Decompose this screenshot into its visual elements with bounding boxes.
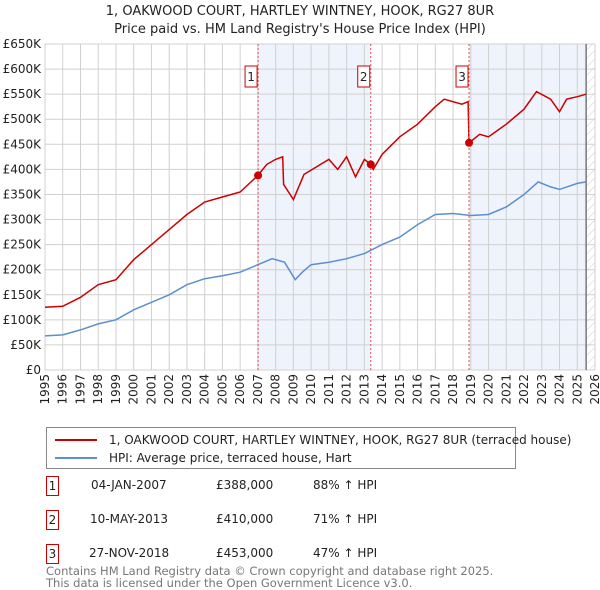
shaded-period-1	[258, 44, 371, 370]
footer-copyright: Contains HM Land Registry data © Crown c…	[46, 564, 494, 578]
x-tick-label: 2004	[198, 374, 212, 405]
sale-marker-label: 2	[46, 510, 59, 530]
x-tick-label: 2019	[464, 374, 478, 405]
x-tick-label: 2010	[304, 374, 318, 405]
y-tick-label: £550K	[3, 87, 43, 101]
y-tick-label: £150K	[3, 288, 43, 302]
chart-title: 1, OAKWOOD COURT, HARTLEY WINTNEY, HOOK,…	[105, 4, 495, 19]
red-line-swatch	[55, 439, 97, 441]
sale-marker-label: 3	[46, 544, 59, 564]
x-tick-label: 1997	[73, 374, 87, 405]
x-tick-label: 2012	[340, 374, 354, 405]
y-tick-label: £50K	[10, 338, 42, 352]
x-tick-label: 2016	[411, 374, 425, 405]
y-tick-label: £0	[26, 363, 41, 377]
x-tick-label: 1999	[109, 374, 123, 405]
future-hatch	[586, 44, 595, 370]
sale-price: £410,000	[216, 512, 274, 526]
price-chart: £0 £50K £100K £150K £200K £250K £300K £350K £400…	[3, 37, 600, 405]
x-tick-label: 2017	[428, 374, 442, 405]
x-tick-label: 2003	[180, 374, 194, 405]
x-tick-label: 2025	[570, 374, 584, 405]
x-tick-label: 2022	[517, 374, 531, 405]
x-tick-label: 2018	[446, 374, 460, 405]
sale-date: 27-NOV-2018	[89, 546, 170, 560]
x-tick-label: 2001	[144, 374, 158, 405]
sale-marker-label: 1	[46, 476, 59, 496]
y-tick-label: £650K	[3, 37, 43, 51]
sale-marker-label: 1	[247, 70, 255, 84]
series-line	[44, 90, 587, 309]
x-tick-label: 2011	[322, 374, 336, 405]
x-tick-label: 2024	[553, 374, 567, 405]
y-tick-label: £200K	[3, 263, 43, 277]
sale-marker-box	[244, 65, 258, 88]
y-tick-label: £600K	[3, 62, 43, 76]
sale-hpi-diff: 88% ↑ HPI	[313, 478, 378, 492]
y-tick-label: £300K	[3, 213, 43, 227]
x-tick-label: 1998	[91, 374, 105, 405]
y-tick-label: £250K	[3, 238, 43, 252]
chart-subtitle: Price paid vs. HM Land Registry's House …	[114, 22, 486, 37]
sale-marker-box	[455, 65, 469, 88]
x-tick-label: 2000	[127, 374, 141, 405]
series-line	[44, 181, 587, 337]
x-tick-label: 2015	[393, 374, 407, 405]
x-tick-label: 2021	[499, 374, 513, 405]
x-tick-label: 2007	[251, 374, 265, 405]
x-tick-label: 2002	[162, 374, 176, 405]
x-tick-label: 1996	[56, 374, 70, 405]
sale-price: £453,000	[216, 546, 274, 560]
y-tick-label: £100K	[3, 313, 43, 327]
x-tick-label: 2014	[375, 374, 389, 405]
sale-point	[465, 138, 474, 147]
sale-marker-box	[357, 65, 371, 88]
legend-item-property: 1, OAKWOOD COURT, HARTLEY WINTNEY, HOOK,…	[55, 431, 571, 449]
legend-label: HPI: Average price, terraced house, Hart	[109, 451, 352, 465]
blue-line-swatch	[55, 457, 97, 459]
legend-label: 1, OAKWOOD COURT, HARTLEY WINTNEY, HOOK,…	[109, 433, 572, 447]
x-tick-label: 1995	[38, 374, 52, 405]
sale-hpi-diff: 47% ↑ HPI	[313, 546, 378, 560]
x-tick-label: 2013	[357, 374, 371, 405]
sale-price: £388,000	[216, 478, 274, 492]
sale-date: 04-JAN-2007	[91, 478, 167, 492]
y-tick-label: £400K	[3, 162, 43, 176]
x-tick-label: 2020	[482, 374, 496, 405]
x-tick-label: 2008	[269, 374, 283, 405]
x-tick-label: 2009	[286, 374, 300, 405]
sale-point	[254, 171, 263, 180]
sale-date: 10-MAY-2013	[90, 512, 169, 526]
x-tick-label: 2026	[588, 374, 600, 405]
x-tick-label: 2005	[215, 374, 229, 405]
x-tick-label: 2023	[535, 374, 549, 405]
y-tick-label: £500K	[3, 112, 43, 126]
y-tick-label: £450K	[3, 137, 43, 151]
shaded-period-2	[469, 44, 587, 370]
sale-marker-label: 2	[360, 70, 368, 84]
sale-point	[366, 160, 375, 169]
sale-hpi-diff: 71% ↑ HPI	[313, 512, 378, 526]
legend-item-hpi: HPI: Average price, terraced house, Hart	[55, 449, 352, 467]
sale-marker-label: 3	[458, 70, 466, 84]
legend: 1, OAKWOOD COURT, HARTLEY WINTNEY, HOOK,…	[46, 427, 571, 469]
y-tick-label: £350K	[3, 187, 43, 201]
x-tick-label: 2006	[233, 374, 247, 405]
footer-licence: This data is licensed under the Open Gov…	[46, 576, 413, 590]
